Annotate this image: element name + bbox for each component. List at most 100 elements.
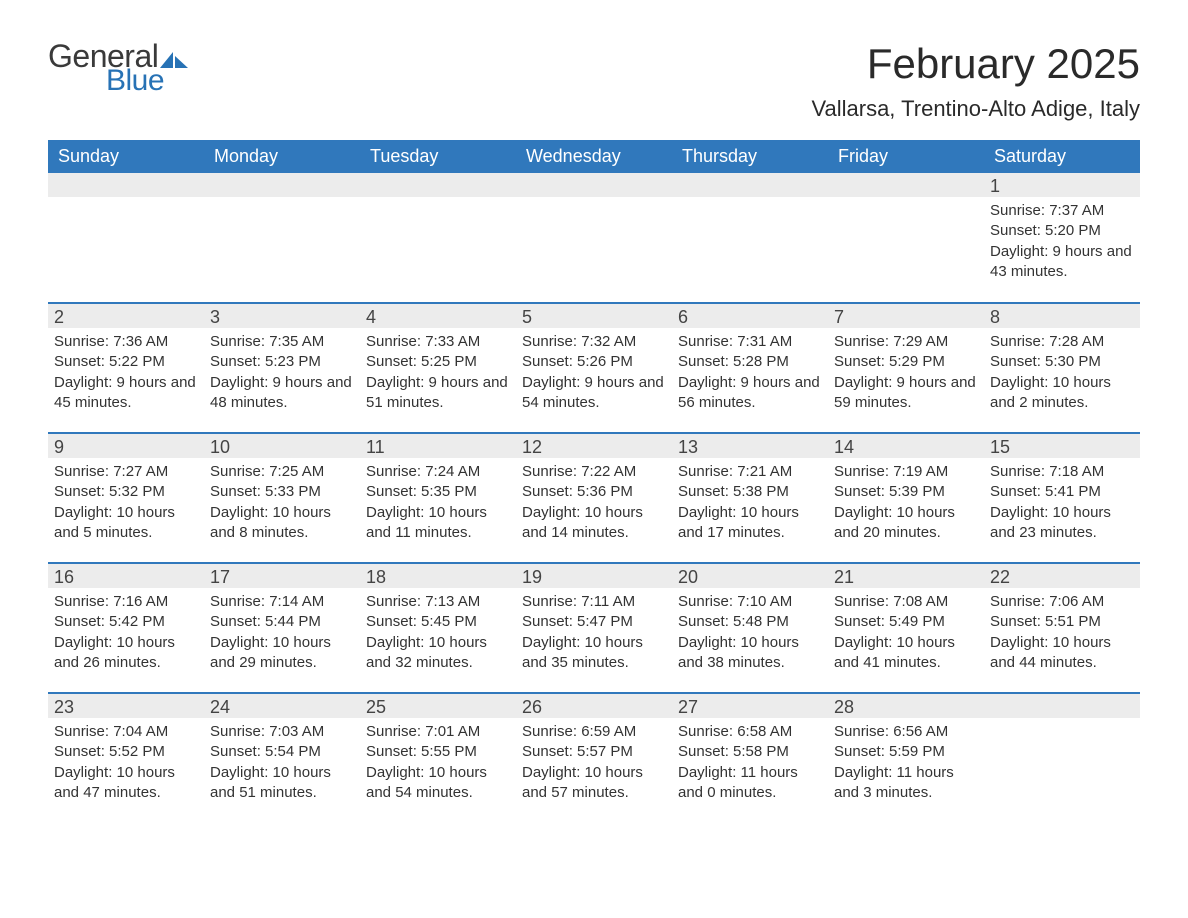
daylight-text: Daylight: 10 hours and 2 minutes.: [990, 373, 1132, 414]
sunrise-text: Sunrise: 7:29 AM: [834, 332, 976, 352]
day-details: Sunrise: 7:01 AMSunset: 5:55 PMDaylight:…: [360, 718, 516, 809]
weekday-header: Wednesday: [516, 140, 672, 173]
sunrise-text: Sunrise: 7:16 AM: [54, 592, 196, 612]
sunrise-text: Sunrise: 6:58 AM: [678, 722, 820, 742]
day-details: Sunrise: 7:35 AMSunset: 5:23 PMDaylight:…: [204, 328, 360, 419]
calendar-day-cell: 16Sunrise: 7:16 AMSunset: 5:42 PMDayligh…: [48, 563, 204, 693]
daylight-text: Daylight: 10 hours and 20 minutes.: [834, 503, 976, 544]
sunrise-text: Sunrise: 7:03 AM: [210, 722, 352, 742]
sunset-text: Sunset: 5:58 PM: [678, 742, 820, 762]
day-details: Sunrise: 7:32 AMSunset: 5:26 PMDaylight:…: [516, 328, 672, 419]
sunset-text: Sunset: 5:54 PM: [210, 742, 352, 762]
sunset-text: Sunset: 5:55 PM: [366, 742, 508, 762]
day-details: Sunrise: 7:18 AMSunset: 5:41 PMDaylight:…: [984, 458, 1140, 549]
calendar-empty-cell: [360, 173, 516, 303]
calendar-day-cell: 28Sunrise: 6:56 AMSunset: 5:59 PMDayligh…: [828, 693, 984, 823]
calendar-day-cell: 8Sunrise: 7:28 AMSunset: 5:30 PMDaylight…: [984, 303, 1140, 433]
sunset-text: Sunset: 5:45 PM: [366, 612, 508, 632]
calendar-day-cell: 2Sunrise: 7:36 AMSunset: 5:22 PMDaylight…: [48, 303, 204, 433]
sunset-text: Sunset: 5:44 PM: [210, 612, 352, 632]
sunrise-text: Sunrise: 7:06 AM: [990, 592, 1132, 612]
daylight-text: Daylight: 9 hours and 45 minutes.: [54, 373, 196, 414]
daylight-text: Daylight: 11 hours and 3 minutes.: [834, 763, 976, 804]
sunrise-text: Sunrise: 7:33 AM: [366, 332, 508, 352]
daylight-text: Daylight: 11 hours and 0 minutes.: [678, 763, 820, 804]
day-number: 18: [360, 564, 516, 588]
day-number: 13: [672, 434, 828, 458]
calendar-empty-cell: [672, 173, 828, 303]
calendar-day-cell: 17Sunrise: 7:14 AMSunset: 5:44 PMDayligh…: [204, 563, 360, 693]
sunrise-text: Sunrise: 7:21 AM: [678, 462, 820, 482]
sunset-text: Sunset: 5:26 PM: [522, 352, 664, 372]
sunset-text: Sunset: 5:20 PM: [990, 221, 1132, 241]
calendar-day-cell: 22Sunrise: 7:06 AMSunset: 5:51 PMDayligh…: [984, 563, 1140, 693]
calendar-day-cell: 20Sunrise: 7:10 AMSunset: 5:48 PMDayligh…: [672, 563, 828, 693]
day-details: Sunrise: 7:14 AMSunset: 5:44 PMDaylight:…: [204, 588, 360, 679]
day-details: Sunrise: 7:33 AMSunset: 5:25 PMDaylight:…: [360, 328, 516, 419]
weekday-header: Saturday: [984, 140, 1140, 173]
calendar-table: SundayMondayTuesdayWednesdayThursdayFrid…: [48, 140, 1140, 823]
day-number: 6: [672, 304, 828, 328]
day-details: Sunrise: 7:13 AMSunset: 5:45 PMDaylight:…: [360, 588, 516, 679]
sunrise-text: Sunrise: 7:11 AM: [522, 592, 664, 612]
sunrise-text: Sunrise: 7:27 AM: [54, 462, 196, 482]
day-details: Sunrise: 7:29 AMSunset: 5:29 PMDaylight:…: [828, 328, 984, 419]
day-details: Sunrise: 7:37 AMSunset: 5:20 PMDaylight:…: [984, 197, 1140, 288]
day-details: Sunrise: 6:59 AMSunset: 5:57 PMDaylight:…: [516, 718, 672, 809]
day-details: Sunrise: 7:19 AMSunset: 5:39 PMDaylight:…: [828, 458, 984, 549]
sunrise-text: Sunrise: 7:10 AM: [678, 592, 820, 612]
calendar-day-cell: 3Sunrise: 7:35 AMSunset: 5:23 PMDaylight…: [204, 303, 360, 433]
sunset-text: Sunset: 5:33 PM: [210, 482, 352, 502]
sunrise-text: Sunrise: 7:22 AM: [522, 462, 664, 482]
daylight-text: Daylight: 9 hours and 43 minutes.: [990, 242, 1132, 283]
day-number: 2: [48, 304, 204, 328]
day-details: Sunrise: 7:03 AMSunset: 5:54 PMDaylight:…: [204, 718, 360, 809]
sunrise-text: Sunrise: 7:36 AM: [54, 332, 196, 352]
day-number: 4: [360, 304, 516, 328]
day-number: [48, 173, 204, 197]
day-number: 8: [984, 304, 1140, 328]
calendar-page: General Blue February 2025 Vallarsa, Tre…: [0, 0, 1188, 883]
day-details: Sunrise: 7:04 AMSunset: 5:52 PMDaylight:…: [48, 718, 204, 809]
daylight-text: Daylight: 9 hours and 54 minutes.: [522, 373, 664, 414]
day-number: 27: [672, 694, 828, 718]
day-number: 15: [984, 434, 1140, 458]
day-details: Sunrise: 6:58 AMSunset: 5:58 PMDaylight:…: [672, 718, 828, 809]
daylight-text: Daylight: 10 hours and 38 minutes.: [678, 633, 820, 674]
day-details: Sunrise: 7:31 AMSunset: 5:28 PMDaylight:…: [672, 328, 828, 419]
day-details: Sunrise: 7:22 AMSunset: 5:36 PMDaylight:…: [516, 458, 672, 549]
month-title: February 2025: [811, 40, 1140, 88]
sunset-text: Sunset: 5:32 PM: [54, 482, 196, 502]
daylight-text: Daylight: 10 hours and 54 minutes.: [366, 763, 508, 804]
daylight-text: Daylight: 10 hours and 32 minutes.: [366, 633, 508, 674]
day-number: [516, 173, 672, 197]
day-details: Sunrise: 7:36 AMSunset: 5:22 PMDaylight:…: [48, 328, 204, 419]
weekday-header: Thursday: [672, 140, 828, 173]
calendar-day-cell: 21Sunrise: 7:08 AMSunset: 5:49 PMDayligh…: [828, 563, 984, 693]
day-details: Sunrise: 7:27 AMSunset: 5:32 PMDaylight:…: [48, 458, 204, 549]
day-number: 14: [828, 434, 984, 458]
sunrise-text: Sunrise: 7:25 AM: [210, 462, 352, 482]
calendar-day-cell: 27Sunrise: 6:58 AMSunset: 5:58 PMDayligh…: [672, 693, 828, 823]
daylight-text: Daylight: 9 hours and 56 minutes.: [678, 373, 820, 414]
daylight-text: Daylight: 10 hours and 35 minutes.: [522, 633, 664, 674]
calendar-day-cell: 26Sunrise: 6:59 AMSunset: 5:57 PMDayligh…: [516, 693, 672, 823]
sunrise-text: Sunrise: 7:35 AM: [210, 332, 352, 352]
calendar-week-row: 23Sunrise: 7:04 AMSunset: 5:52 PMDayligh…: [48, 693, 1140, 823]
calendar-day-cell: 14Sunrise: 7:19 AMSunset: 5:39 PMDayligh…: [828, 433, 984, 563]
daylight-text: Daylight: 9 hours and 48 minutes.: [210, 373, 352, 414]
day-number: 25: [360, 694, 516, 718]
calendar-day-cell: 13Sunrise: 7:21 AMSunset: 5:38 PMDayligh…: [672, 433, 828, 563]
daylight-text: Daylight: 10 hours and 17 minutes.: [678, 503, 820, 544]
day-number: 10: [204, 434, 360, 458]
calendar-day-cell: 24Sunrise: 7:03 AMSunset: 5:54 PMDayligh…: [204, 693, 360, 823]
sunset-text: Sunset: 5:35 PM: [366, 482, 508, 502]
sunrise-text: Sunrise: 7:04 AM: [54, 722, 196, 742]
daylight-text: Daylight: 10 hours and 44 minutes.: [990, 633, 1132, 674]
daylight-text: Daylight: 10 hours and 23 minutes.: [990, 503, 1132, 544]
sunrise-text: Sunrise: 6:59 AM: [522, 722, 664, 742]
sunset-text: Sunset: 5:36 PM: [522, 482, 664, 502]
calendar-empty-cell: [516, 173, 672, 303]
calendar-day-cell: 10 Sunrise: 7:25 AMSunset: 5:33 PMDayligh…: [204, 433, 360, 563]
daylight-text: Daylight: 10 hours and 8 minutes.: [210, 503, 352, 544]
